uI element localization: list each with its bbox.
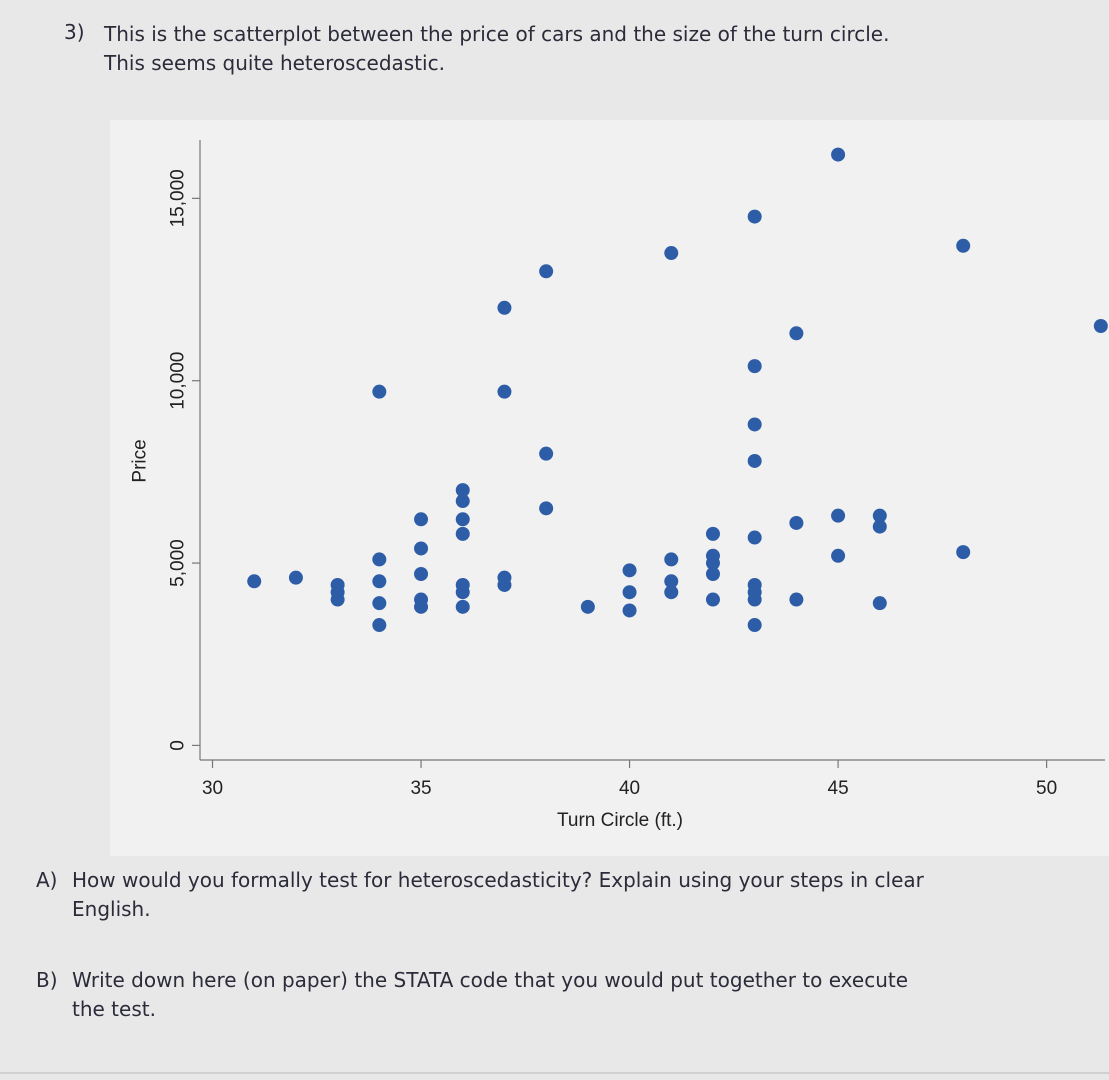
data-point bbox=[789, 326, 804, 341]
question-number: 3) bbox=[64, 20, 85, 44]
data-point bbox=[455, 483, 470, 498]
data-point bbox=[705, 526, 720, 541]
data-point bbox=[831, 548, 846, 563]
question-line-1: This is the scatterplot between the pric… bbox=[104, 22, 890, 46]
data-point bbox=[539, 446, 554, 461]
divider bbox=[0, 1072, 1109, 1074]
data-point bbox=[747, 453, 762, 468]
data-point bbox=[372, 574, 387, 589]
data-point bbox=[831, 508, 846, 523]
data-point bbox=[539, 264, 554, 279]
data-point bbox=[747, 530, 762, 545]
data-point bbox=[497, 300, 512, 315]
data-point bbox=[705, 592, 720, 607]
data-point bbox=[455, 585, 470, 600]
y-tick-label: 0 bbox=[168, 740, 189, 751]
data-point bbox=[414, 512, 429, 527]
data-point bbox=[747, 417, 762, 432]
data-point bbox=[789, 592, 804, 607]
data-point bbox=[1093, 319, 1108, 333]
data-point bbox=[539, 501, 554, 516]
data-points bbox=[247, 147, 1108, 633]
part-a-line-2: English. bbox=[72, 897, 151, 921]
y-axis-label: Price bbox=[130, 439, 151, 482]
data-point bbox=[288, 570, 303, 585]
x-tick-label: 45 bbox=[828, 778, 849, 799]
data-point bbox=[330, 592, 345, 607]
data-point bbox=[622, 585, 637, 600]
data-point bbox=[956, 238, 971, 253]
data-point bbox=[789, 515, 804, 530]
data-point bbox=[414, 567, 429, 581]
data-point bbox=[372, 384, 387, 399]
data-point bbox=[497, 384, 512, 399]
data-point bbox=[664, 552, 679, 567]
y-tick-label: 15,000 bbox=[168, 169, 189, 227]
x-tick-label: 30 bbox=[202, 778, 223, 799]
x-tick-label: 40 bbox=[619, 778, 640, 799]
data-point bbox=[747, 209, 762, 224]
data-point bbox=[372, 618, 387, 633]
part-b-label: B) bbox=[36, 968, 58, 992]
data-point bbox=[622, 603, 637, 618]
data-point bbox=[705, 556, 720, 571]
data-point bbox=[664, 574, 679, 589]
data-point bbox=[455, 599, 470, 614]
part-b-line-2: the test. bbox=[72, 997, 156, 1021]
data-point bbox=[372, 596, 387, 611]
data-point bbox=[872, 519, 887, 534]
data-point bbox=[664, 246, 679, 261]
question-text: This is the scatterplot between the pric… bbox=[104, 20, 1004, 78]
x-tick-label: 50 bbox=[1036, 778, 1057, 799]
data-point bbox=[580, 599, 595, 614]
data-point bbox=[705, 567, 720, 581]
data-point bbox=[872, 596, 887, 611]
scatterplot-panel: 0 5,000 10,000 15,000 30 35 40 45 50 Turn Circle … bbox=[110, 120, 1109, 856]
question-line-2: This seems quite heteroscedastic. bbox=[104, 51, 445, 75]
data-point bbox=[455, 512, 470, 527]
y-tick-label: 5,000 bbox=[168, 539, 189, 587]
data-point bbox=[414, 599, 429, 614]
data-point bbox=[664, 585, 679, 600]
data-point bbox=[372, 552, 387, 567]
data-point bbox=[747, 618, 762, 633]
data-point bbox=[956, 545, 971, 560]
data-point bbox=[747, 592, 762, 607]
data-point bbox=[831, 147, 846, 162]
data-point bbox=[414, 541, 429, 556]
data-point bbox=[497, 577, 512, 592]
x-axis-label: Turn Circle (ft.) bbox=[557, 810, 683, 831]
data-point bbox=[747, 359, 762, 374]
data-point bbox=[622, 563, 637, 578]
part-b-line-1: Write down here (on paper) the STATA cod… bbox=[72, 968, 909, 992]
x-tick-label: 35 bbox=[410, 778, 431, 799]
scatterplot: 0 5,000 10,000 15,000 30 35 40 45 50 Turn Circle … bbox=[130, 140, 1108, 831]
part-a-label: A) bbox=[36, 868, 58, 892]
data-point bbox=[455, 526, 470, 541]
y-tick-label: 10,000 bbox=[168, 352, 189, 410]
data-point bbox=[455, 494, 470, 509]
data-point bbox=[872, 508, 887, 523]
part-a-line-1: How would you formally test for heterosc… bbox=[72, 868, 924, 892]
axes: 0 5,000 10,000 15,000 30 35 40 45 50 Turn Circle … bbox=[130, 140, 1105, 831]
data-point bbox=[247, 574, 262, 589]
